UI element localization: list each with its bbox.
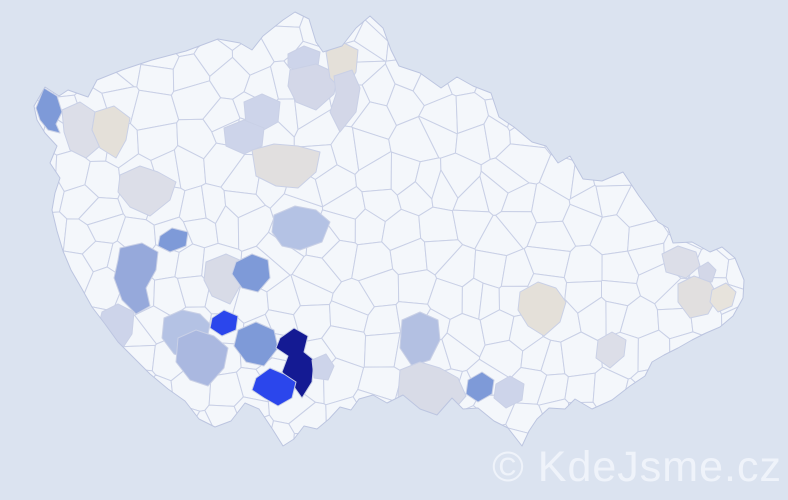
country-border bbox=[33, 11, 745, 447]
district-region-sw-medium bbox=[113, 242, 159, 315]
district-cell bbox=[564, 372, 596, 404]
district-region-center-warm bbox=[251, 143, 321, 189]
district-region-east-beige bbox=[517, 281, 567, 337]
district-region-south-pale-east bbox=[493, 375, 525, 409]
district-region-west-gray-2 bbox=[117, 165, 177, 217]
district-region-se-grayblue bbox=[399, 311, 441, 367]
district-region-south-medium bbox=[233, 321, 279, 367]
district-cell bbox=[418, 206, 459, 243]
district-region-north-slate-c bbox=[329, 69, 361, 133]
district-region-north-slate-big bbox=[287, 63, 339, 111]
district-region-ne-gray bbox=[661, 245, 701, 279]
district-region-south-blue-small bbox=[209, 309, 239, 337]
district-region-sw-slate-2 bbox=[175, 329, 229, 387]
district-region-south-medium-3 bbox=[465, 371, 495, 403]
district-region-west-medium-small bbox=[157, 227, 189, 253]
district-region-sw-medium-2 bbox=[231, 253, 271, 293]
district-region-south-pale-strip bbox=[311, 353, 335, 381]
district-region-south-blue bbox=[251, 367, 297, 407]
district-region-east-gray bbox=[595, 331, 627, 369]
district-region-center-slate bbox=[271, 205, 331, 251]
district-region-nw-slate-b bbox=[223, 119, 265, 155]
district-region-west-beige bbox=[91, 105, 131, 159]
district-region-ne-east-beige bbox=[709, 282, 737, 313]
district-region-west-tip-as bbox=[35, 87, 63, 134]
district-region-south-navy bbox=[275, 327, 315, 399]
